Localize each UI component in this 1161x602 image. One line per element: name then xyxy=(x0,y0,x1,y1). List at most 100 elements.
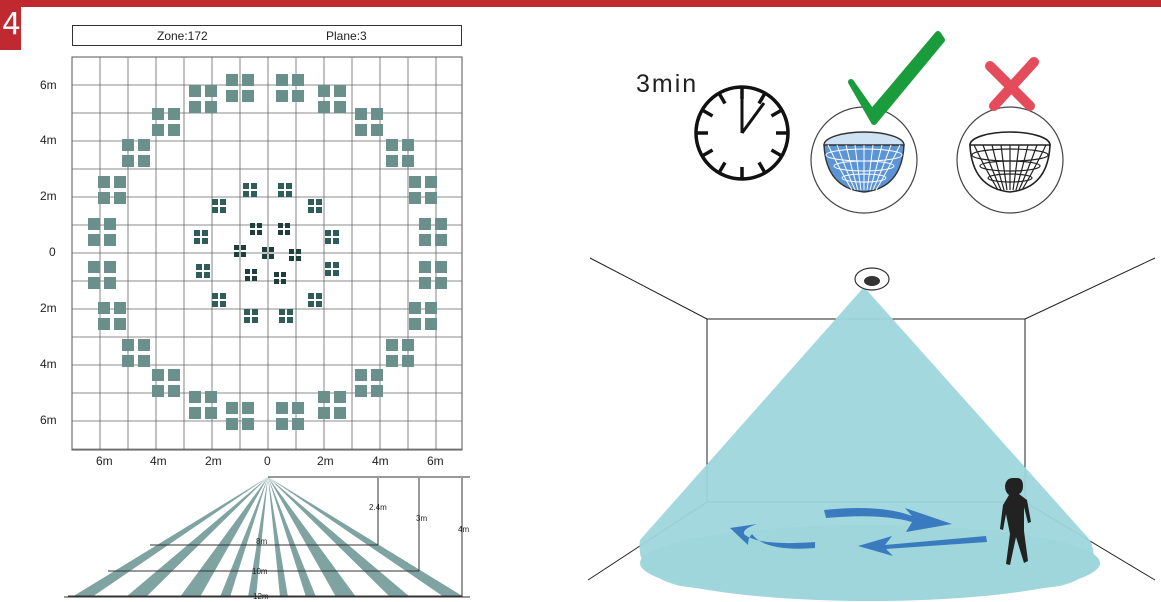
width-label-3: 12m xyxy=(253,592,269,601)
detection-cone xyxy=(639,287,1094,599)
zone-square-mid xyxy=(308,301,314,307)
zone-label: Zone:172 xyxy=(157,29,208,43)
y-label-6: 4m xyxy=(40,357,57,371)
zone-square xyxy=(114,176,126,188)
zone-square xyxy=(152,369,164,381)
zone-square xyxy=(419,277,431,289)
x-label-7: 6m xyxy=(427,454,444,468)
zone-square xyxy=(402,355,414,367)
zone-square-mid xyxy=(316,293,322,299)
zone-square xyxy=(98,192,110,204)
zone-square xyxy=(189,85,201,97)
zone-square-mid xyxy=(243,191,249,197)
clock-tick xyxy=(757,161,767,174)
beam-ray xyxy=(268,477,464,597)
beam-ray xyxy=(180,477,268,597)
zone-square xyxy=(318,391,330,403)
zone-square xyxy=(371,108,383,120)
lens-active-icon xyxy=(810,106,918,214)
y-label-1: 6m xyxy=(40,78,57,92)
zone-square-inner xyxy=(257,223,262,228)
lens-facet-ring xyxy=(987,173,1033,183)
zone-square xyxy=(435,261,447,273)
lens-facet-line xyxy=(872,144,892,191)
zone-square xyxy=(425,318,437,330)
zone-square xyxy=(355,124,367,136)
zone-square-mid xyxy=(220,199,226,205)
zone-square xyxy=(276,402,288,414)
detection-grid xyxy=(71,56,463,451)
width-label-1: 8m xyxy=(256,537,267,546)
zone-square xyxy=(334,101,346,113)
zone-square xyxy=(168,385,180,397)
zone-square-mid xyxy=(325,230,331,236)
clock-tick xyxy=(757,92,767,105)
zone-square xyxy=(318,101,330,113)
top-accent-bar xyxy=(0,0,1161,7)
zone-square xyxy=(409,176,421,188)
zone-square xyxy=(152,108,164,120)
zone-squares xyxy=(88,74,447,430)
zone-square-mid xyxy=(194,238,200,244)
zone-square-mid xyxy=(204,272,210,278)
zone-square-mid xyxy=(251,191,257,197)
zone-square-mid xyxy=(202,238,208,244)
zone-plane-header: Zone:172 Plane:3 xyxy=(72,25,462,46)
beam-ray xyxy=(220,477,268,597)
zone-square xyxy=(292,402,304,414)
height-label-3: 4m xyxy=(458,525,469,534)
height-label-1: 2.4m xyxy=(369,503,387,512)
zone-square xyxy=(205,407,217,419)
zone-square xyxy=(334,391,346,403)
beam-ray xyxy=(126,477,268,597)
zone-square xyxy=(168,369,180,381)
zone-square-mid xyxy=(279,309,285,315)
x-label-1: 6m xyxy=(96,454,113,468)
zone-square xyxy=(122,139,134,151)
zone-square-mid xyxy=(244,309,250,315)
lens-facet-line xyxy=(982,144,1002,191)
beam-ray xyxy=(268,477,356,597)
lens-facet-line xyxy=(836,144,856,191)
zone-square xyxy=(318,85,330,97)
zone-square xyxy=(292,90,304,102)
zone-square xyxy=(435,277,447,289)
zone-square-mid xyxy=(278,183,284,189)
lens-facet-ring xyxy=(833,160,895,172)
zone-square-mid xyxy=(220,293,226,299)
zone-square xyxy=(138,139,150,151)
zone-square xyxy=(371,385,383,397)
zone-square xyxy=(114,302,126,314)
zone-square-inner xyxy=(262,254,267,259)
zone-square-mid xyxy=(212,301,218,307)
x-label-3: 2m xyxy=(205,454,222,468)
zone-square-mid xyxy=(204,264,210,270)
y-label-4: 0 xyxy=(49,245,56,259)
plane-label: Plane:3 xyxy=(326,29,367,43)
zone-square-inner xyxy=(296,256,301,261)
zone-square xyxy=(104,261,116,273)
zone-square-mid xyxy=(308,199,314,205)
zone-square-mid xyxy=(333,270,339,276)
zone-square xyxy=(138,355,150,367)
zone-square xyxy=(152,124,164,136)
zone-square xyxy=(435,234,447,246)
beam-ray xyxy=(268,477,316,597)
zone-square xyxy=(425,192,437,204)
zone-square-inner xyxy=(234,245,239,250)
zone-square xyxy=(168,108,180,120)
zone-square-inner xyxy=(278,230,283,235)
beam-ray xyxy=(248,477,268,597)
floor-coverage xyxy=(640,525,1100,601)
zone-square xyxy=(318,407,330,419)
zone-square-mid xyxy=(325,262,331,268)
y-label-7: 6m xyxy=(40,413,57,427)
zone-square xyxy=(205,101,217,113)
x-label-5: 2m xyxy=(317,454,334,468)
checkmark-icon xyxy=(848,31,945,125)
zone-square xyxy=(276,74,288,86)
clock-tick xyxy=(770,108,783,118)
zone-square xyxy=(402,339,414,351)
zone-square-mid xyxy=(279,317,285,323)
